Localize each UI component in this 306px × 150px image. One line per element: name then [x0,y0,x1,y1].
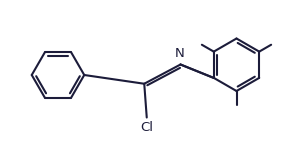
Text: N: N [174,47,184,60]
Text: Cl: Cl [140,121,153,134]
